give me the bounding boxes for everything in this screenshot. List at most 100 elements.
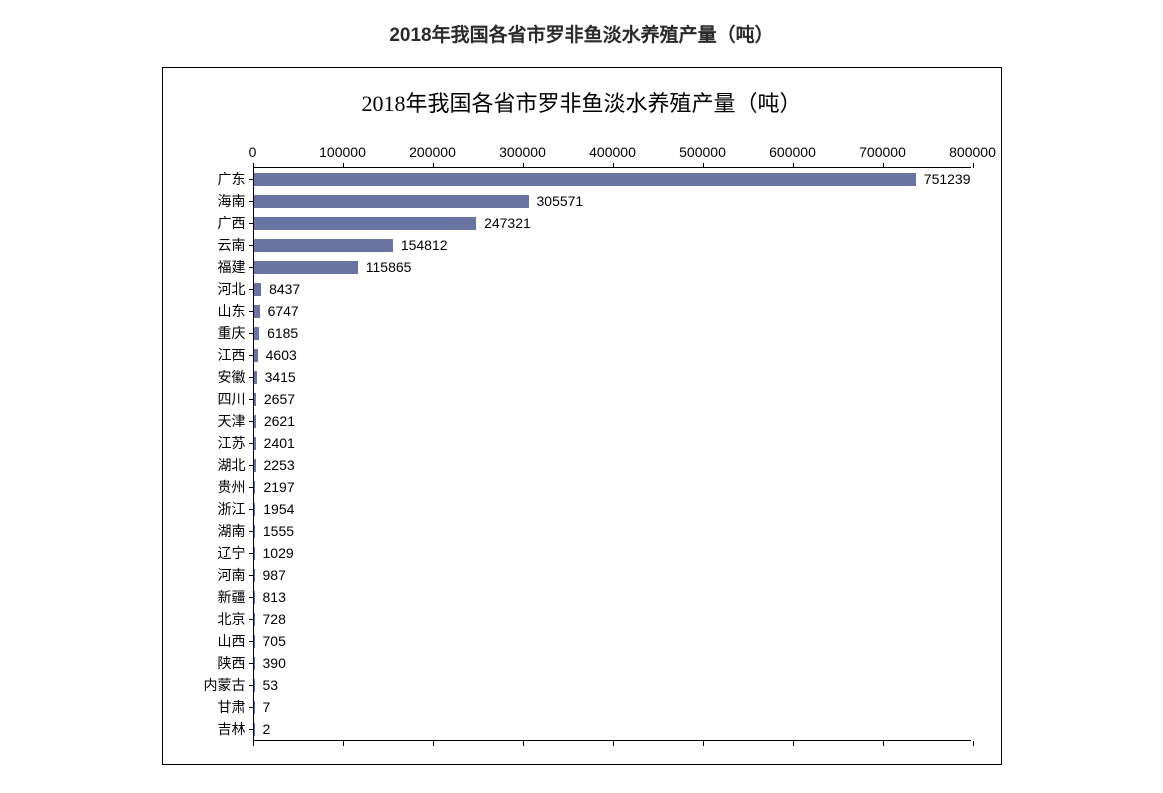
bar-value-label: 987 xyxy=(263,567,286,583)
bar-value-label: 1555 xyxy=(263,523,294,539)
bar xyxy=(254,217,477,230)
bar-row: 辽宁1029 xyxy=(254,542,971,564)
y-category-label: 贵州 xyxy=(218,477,254,497)
y-category-label: 河南 xyxy=(218,565,254,585)
bar-row: 四川2657 xyxy=(254,388,971,410)
bar xyxy=(254,459,256,472)
bar-row: 甘肃7 xyxy=(254,696,971,718)
bar xyxy=(254,283,262,296)
bar-value-label: 53 xyxy=(263,677,279,693)
bar-value-label: 6747 xyxy=(268,303,299,319)
bar xyxy=(254,503,256,516)
bar-row: 云南154812 xyxy=(254,234,971,256)
bar-value-label: 2657 xyxy=(264,391,295,407)
bar xyxy=(254,437,256,450)
x-tick-label: 0 xyxy=(249,144,257,160)
y-category-label: 四川 xyxy=(218,389,254,409)
bar-row: 山西705 xyxy=(254,630,971,652)
bar xyxy=(254,481,256,494)
bar-value-label: 1954 xyxy=(263,501,294,517)
bar-row: 湖南1555 xyxy=(254,520,971,542)
y-category-label: 陕西 xyxy=(218,653,254,673)
x-tick xyxy=(433,741,434,746)
x-tick xyxy=(883,741,884,746)
bar-row: 海南305571 xyxy=(254,190,971,212)
bar-value-label: 6185 xyxy=(267,325,298,341)
y-category-label: 云南 xyxy=(218,235,254,255)
bar-value-label: 3415 xyxy=(265,369,296,385)
bar-value-label: 2621 xyxy=(264,413,295,429)
y-category-label: 甘肃 xyxy=(218,697,254,717)
bar xyxy=(254,723,255,736)
x-tick xyxy=(613,741,614,746)
y-category-label: 海南 xyxy=(218,191,254,211)
bar-value-label: 2 xyxy=(263,721,271,737)
bar xyxy=(254,195,529,208)
x-tick xyxy=(973,163,974,168)
bar xyxy=(254,525,255,538)
x-tick xyxy=(343,741,344,746)
x-tick-label: 400000 xyxy=(589,144,636,160)
x-tick xyxy=(793,741,794,746)
bars-area: 广东751239海南305571广西247321云南154812福建115865… xyxy=(253,168,971,740)
y-category-label: 福建 xyxy=(218,257,254,277)
bar xyxy=(254,371,257,384)
bar-row: 河北8437 xyxy=(254,278,971,300)
bar-row: 江苏2401 xyxy=(254,432,971,454)
bar xyxy=(254,569,255,582)
y-category-label: 天津 xyxy=(218,411,254,431)
x-tick xyxy=(523,741,524,746)
bar-value-label: 751239 xyxy=(924,171,971,187)
bar xyxy=(254,613,255,626)
y-category-label: 吉林 xyxy=(218,719,254,739)
bar-row: 广东751239 xyxy=(254,168,971,190)
bar xyxy=(254,393,256,406)
chart-container: 2018年我国各省市罗非鱼淡水养殖产量（吨） 01000002000003000… xyxy=(162,67,1002,765)
chart-title: 2018年我国各省市罗非鱼淡水养殖产量（吨） xyxy=(183,86,981,118)
bar-row: 广西247321 xyxy=(254,212,971,234)
bar-row: 福建115865 xyxy=(254,256,971,278)
bar xyxy=(254,261,358,274)
x-tick-label: 800000 xyxy=(949,144,996,160)
y-category-label: 新疆 xyxy=(218,587,254,607)
x-tick xyxy=(703,741,704,746)
bar-row: 北京728 xyxy=(254,608,971,630)
bar-value-label: 1029 xyxy=(263,545,294,561)
bar-row: 安徽3415 xyxy=(254,366,971,388)
y-category-label: 北京 xyxy=(218,609,254,629)
bar-value-label: 2401 xyxy=(264,435,295,451)
bar-value-label: 390 xyxy=(263,655,286,671)
bar-value-label: 7 xyxy=(263,699,271,715)
bar xyxy=(254,349,258,362)
y-category-label: 广东 xyxy=(218,169,254,189)
y-category-label: 浙江 xyxy=(218,499,254,519)
bar-value-label: 2253 xyxy=(264,457,295,473)
bar-value-label: 813 xyxy=(263,589,286,605)
x-tick-label: 700000 xyxy=(859,144,906,160)
bar-value-label: 305571 xyxy=(537,193,584,209)
x-tick xyxy=(973,741,974,746)
bar xyxy=(254,415,256,428)
bar-value-label: 247321 xyxy=(484,215,531,231)
bar-value-label: 115865 xyxy=(366,259,412,275)
y-category-label: 江西 xyxy=(218,345,254,365)
bar-row: 新疆813 xyxy=(254,586,971,608)
y-category-label: 安徽 xyxy=(218,367,254,387)
y-category-label: 江苏 xyxy=(218,433,254,453)
bar-row: 贵州2197 xyxy=(254,476,971,498)
y-category-label: 辽宁 xyxy=(218,543,254,563)
bar-row: 重庆6185 xyxy=(254,322,971,344)
y-category-label: 内蒙古 xyxy=(204,675,254,695)
bar-value-label: 8437 xyxy=(269,281,300,297)
y-category-label: 山东 xyxy=(218,301,254,321)
bar xyxy=(254,679,255,692)
page-title: 2018年我国各省市罗非鱼淡水养殖产量（吨） xyxy=(40,20,1123,47)
bar xyxy=(254,305,260,318)
bar xyxy=(254,591,255,604)
x-tick-label: 200000 xyxy=(409,144,456,160)
y-category-label: 湖南 xyxy=(218,521,254,541)
y-category-label: 湖北 xyxy=(218,455,254,475)
bar-row: 内蒙古53 xyxy=(254,674,971,696)
y-category-label: 山西 xyxy=(218,631,254,651)
x-tick-label: 600000 xyxy=(769,144,816,160)
